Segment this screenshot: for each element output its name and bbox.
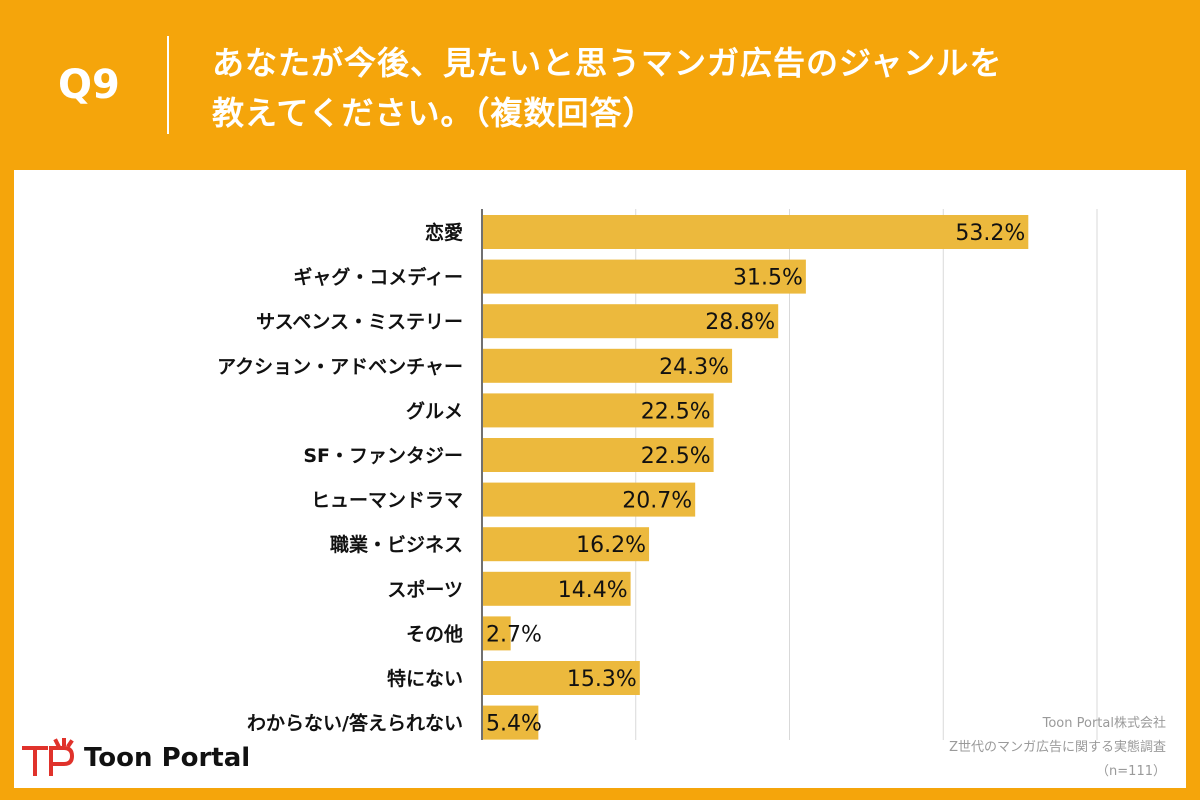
category-label: 恋愛 (425, 221, 463, 244)
value-label: 31.5% (733, 266, 803, 291)
header: Q9 あなたが今後、見たいと思うマンガ広告のジャンルを 教えてください。（複数回… (0, 0, 1200, 170)
value-label: 20.7% (622, 489, 692, 514)
category-label: 職業・ビジネス (330, 533, 463, 556)
bar (483, 259, 806, 294)
bar (483, 393, 714, 428)
category-label: ギャグ・コメディー (293, 266, 463, 289)
category-label: グルメ (406, 399, 463, 422)
value-label: 16.2% (576, 533, 646, 558)
question-title: あなたが今後、見たいと思うマンガ広告のジャンルを 教えてください。（複数回答） (212, 38, 1172, 138)
value-label: 22.5% (641, 444, 711, 469)
category-label: その他 (406, 622, 463, 645)
bar (483, 571, 631, 606)
value-label: 14.4% (558, 578, 628, 603)
logo-text: Toon Portal (84, 743, 251, 773)
bar (483, 661, 640, 695)
value-label: 24.3% (659, 355, 729, 380)
bar (483, 527, 650, 562)
bar (483, 304, 779, 339)
bar (483, 705, 539, 740)
footer-survey: Z世代のマンガ広告に関する実態調査 (949, 740, 1166, 755)
toon-portal-logo-icon (22, 738, 75, 776)
bar (483, 616, 511, 651)
question-title-line1: あなたが今後、見たいと思うマンガ広告のジャンルを (212, 44, 1003, 82)
bar (483, 348, 733, 383)
bar (483, 438, 714, 472)
value-label: 53.2% (955, 221, 1025, 246)
value-label: 22.5% (641, 399, 711, 424)
value-label: 5.4% (486, 712, 542, 737)
bar (483, 215, 1029, 249)
value-label: 15.3% (567, 667, 637, 692)
bar (483, 482, 696, 517)
category-label: 特にない (387, 668, 463, 690)
category-label: SF・ファンタジー (303, 445, 463, 467)
toon-portal-logo: Toon Portal (20, 738, 250, 778)
footer-sample: （n=111） (1096, 764, 1166, 779)
question-number: Q9 (58, 62, 120, 108)
question-title-line2: 教えてください。（複数回答） (212, 94, 656, 132)
category-label: ヒューマンドラマ (311, 490, 463, 512)
category-label: スポーツ (387, 578, 463, 601)
footer-company: Toon Portal株式会社 (1042, 716, 1166, 731)
header-divider (167, 36, 169, 134)
category-label: アクション・アドベンチャー (217, 356, 463, 378)
value-label: 28.8% (705, 310, 775, 335)
category-label: わからない/答えられない (247, 712, 463, 735)
value-label: 2.7% (486, 622, 542, 647)
category-label: サスペンス・ミステリー (256, 311, 463, 333)
